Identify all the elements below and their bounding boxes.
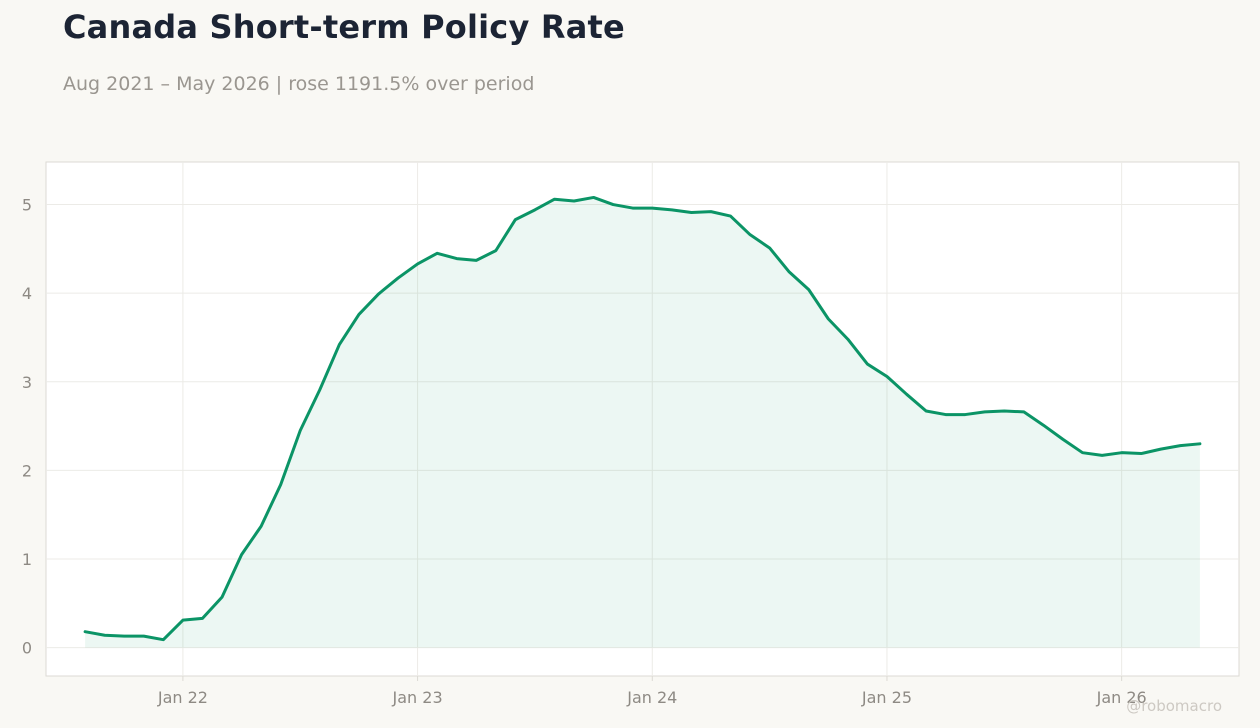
data-point-2022-08	[318, 388, 321, 391]
data-point-2021-08	[84, 630, 87, 633]
data-point-2026-04	[1179, 444, 1182, 447]
data-point-2025-07	[1003, 410, 1006, 413]
data-point-2023-09	[573, 199, 576, 202]
data-point-2021-12	[162, 638, 165, 641]
data-point-2024-02	[670, 208, 673, 211]
data-point-2023-01	[416, 262, 419, 265]
data-point-2023-04	[475, 259, 478, 262]
data-point-2025-12	[1101, 454, 1104, 457]
data-point-2025-04	[944, 413, 947, 416]
y-tick-label: 3	[22, 373, 32, 392]
data-point-2026-03	[1159, 448, 1162, 451]
data-point-2026-02	[1140, 452, 1143, 455]
data-point-2021-11	[142, 635, 145, 638]
data-point-2022-05	[260, 525, 263, 528]
data-point-2026-01	[1120, 451, 1123, 454]
data-point-2024-11	[846, 338, 849, 341]
data-point-2025-02	[905, 393, 908, 396]
y-tick-label: 5	[22, 196, 32, 215]
data-point-2024-06	[749, 233, 752, 236]
grid-layer	[46, 162, 1239, 676]
y-tick-label: 0	[22, 639, 32, 658]
watermark: @robomacro	[1126, 697, 1222, 715]
data-point-2025-06	[983, 410, 986, 413]
data-point-2024-05	[729, 215, 732, 218]
data-point-2022-09	[338, 343, 341, 346]
data-point-2021-09	[103, 634, 106, 637]
data-point-2023-02	[436, 252, 439, 255]
data-point-2026-05	[1198, 442, 1201, 445]
data-point-2023-12	[631, 207, 634, 210]
data-point-2025-11	[1081, 451, 1084, 454]
y-tick-label: 1	[22, 550, 32, 569]
data-point-2022-06	[279, 483, 282, 486]
data-point-2023-08	[553, 198, 556, 201]
y-axis: 0 1 2 3 4 5	[22, 196, 32, 658]
data-point-2025-09	[1042, 424, 1045, 427]
data-point-2024-09	[807, 288, 810, 291]
x-tick-label: Jan 25	[861, 688, 912, 707]
data-point-2021-10	[123, 635, 126, 638]
chart-title: Canada Short-term Policy Rate	[63, 8, 625, 46]
data-point-2025-10	[1061, 438, 1064, 441]
data-point-2024-08	[788, 270, 791, 273]
x-axis: Jan 22 Jan 23 Jan 24 Jan 25 Jan 26	[157, 676, 1147, 707]
data-point-2025-08	[1022, 410, 1025, 413]
x-tick-label: Jan 26	[1096, 688, 1147, 707]
plot-area	[45, 161, 1240, 677]
data-point-2022-01	[181, 619, 184, 622]
x-tick-label: Jan 22	[157, 688, 208, 707]
y-tick-label: 4	[22, 284, 32, 303]
chart-subtitle: Aug 2021 – May 2026 | rose 1191.5% over …	[63, 73, 535, 95]
data-point-2025-03	[925, 410, 928, 413]
data-point-2024-04	[709, 210, 712, 213]
data-point-2024-10	[827, 317, 830, 320]
data-point-2023-07	[533, 208, 536, 211]
data-point-2023-03	[455, 257, 458, 260]
series-line	[83, 195, 1202, 642]
data-point-2022-11	[377, 293, 380, 296]
data-point-2022-04	[240, 553, 243, 556]
data-point-2025-05	[964, 413, 967, 416]
data-point-2023-06	[514, 218, 517, 221]
data-point-2024-01	[651, 207, 654, 210]
data-point-2022-07	[299, 429, 302, 432]
data-point-2023-05	[494, 249, 497, 252]
data-point-2025-01	[885, 375, 888, 378]
x-tick-label: Jan 24	[626, 688, 677, 707]
data-point-2022-02	[201, 617, 204, 620]
data-point-2022-12	[397, 277, 400, 280]
data-point-2024-07	[768, 246, 771, 249]
data-point-2024-03	[690, 211, 693, 214]
data-point-2023-11	[612, 203, 615, 206]
data-point-2022-03	[221, 596, 224, 599]
data-point-2023-10	[592, 196, 595, 199]
x-tick-label: Jan 23	[392, 688, 443, 707]
y-tick-label: 2	[22, 461, 32, 480]
data-point-2022-10	[357, 313, 360, 316]
data-point-2024-12	[866, 363, 869, 366]
